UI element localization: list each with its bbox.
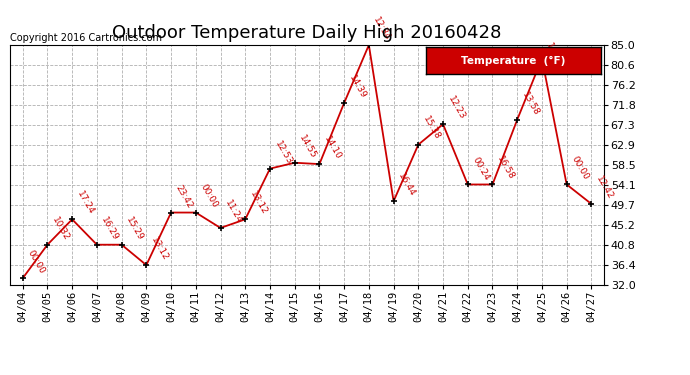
Text: 10:32: 10:32 — [50, 215, 71, 242]
Text: 14:39: 14:39 — [347, 74, 368, 100]
Text: 00:24: 00:24 — [471, 155, 491, 182]
Text: 16:44: 16:44 — [396, 172, 417, 198]
Text: 13:12: 13:12 — [149, 236, 170, 262]
Text: 14:55: 14:55 — [297, 133, 318, 160]
Text: 12:42: 12:42 — [594, 175, 615, 201]
Text: 16:58: 16:58 — [495, 155, 516, 182]
Text: 15:38: 15:38 — [421, 115, 442, 142]
Text: Copyright 2016 Cartronics.com: Copyright 2016 Cartronics.com — [10, 33, 162, 43]
Text: 16:29: 16:29 — [99, 215, 120, 242]
Title: Outdoor Temperature Daily High 20160428: Outdoor Temperature Daily High 20160428 — [112, 24, 502, 42]
Text: 13:12: 13:12 — [248, 190, 268, 216]
Text: 12:53: 12:53 — [273, 139, 293, 166]
Text: 17:24: 17:24 — [75, 190, 95, 216]
Text: 12:34: 12:34 — [372, 15, 392, 42]
Text: 14: 14 — [544, 42, 558, 56]
Text: 13:58: 13:58 — [520, 90, 541, 117]
Text: 23:42: 23:42 — [174, 183, 195, 210]
Text: 11:24: 11:24 — [224, 198, 244, 225]
Text: 00:00: 00:00 — [569, 155, 590, 182]
Text: 14:10: 14:10 — [322, 135, 343, 161]
Text: 15:29: 15:29 — [124, 215, 145, 242]
Text: 00:00: 00:00 — [199, 183, 219, 210]
Text: 12:23: 12:23 — [446, 95, 466, 122]
Text: 00:00: 00:00 — [26, 249, 46, 275]
